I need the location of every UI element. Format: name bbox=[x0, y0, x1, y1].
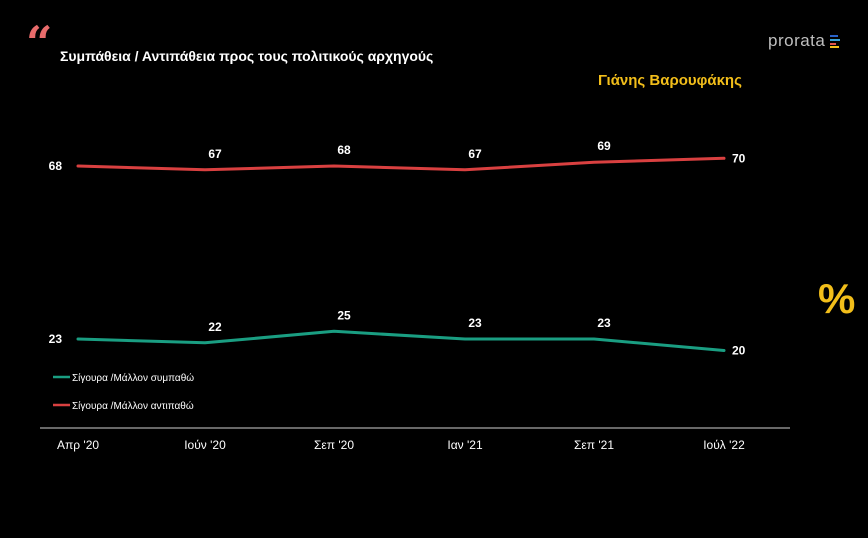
data-label: 68 bbox=[49, 159, 63, 173]
x-tick-label: Σεπ '21 bbox=[574, 438, 614, 452]
x-tick-label: Απρ '20 bbox=[57, 438, 99, 452]
x-tick-label: Ιούν '20 bbox=[184, 438, 226, 452]
antipathy-series-line bbox=[76, 156, 726, 172]
data-label: 23 bbox=[49, 332, 63, 346]
data-label: 68 bbox=[337, 143, 351, 157]
data-label: 23 bbox=[468, 316, 482, 330]
data-label: 22 bbox=[208, 320, 222, 334]
chart-subtitle: Γιάνης Βαρουφάκης bbox=[598, 72, 742, 89]
x-tick-label: Ιούλ '22 bbox=[703, 438, 745, 452]
legend-label: Σίγουρα /Μάλλον συμπαθώ bbox=[72, 372, 194, 384]
x-tick-label: Σεπ '20 bbox=[314, 438, 354, 452]
quote-mark-icon: “ bbox=[26, 16, 53, 70]
x-tick-label: Ιαν '21 bbox=[447, 438, 483, 452]
logo-text: prorata bbox=[768, 31, 826, 50]
logo-bars-icon bbox=[828, 34, 841, 48]
chart-title: Συμπάθεια / Αντιπάθεια προς τους πολιτικ… bbox=[60, 48, 434, 64]
data-label: 23 bbox=[597, 316, 611, 330]
sympathy-series-line bbox=[76, 329, 726, 352]
data-label: 70 bbox=[732, 151, 746, 165]
prorata-logo: prorata bbox=[768, 31, 841, 51]
data-label: 67 bbox=[208, 147, 222, 161]
legend-label: Σίγουρα /Μάλλον αντιπαθώ bbox=[72, 400, 194, 412]
percent-icon: % bbox=[818, 275, 856, 322]
data-label: 67 bbox=[468, 147, 482, 161]
data-label: 20 bbox=[732, 344, 746, 358]
data-label: 25 bbox=[337, 308, 351, 322]
data-label: 69 bbox=[597, 139, 611, 153]
